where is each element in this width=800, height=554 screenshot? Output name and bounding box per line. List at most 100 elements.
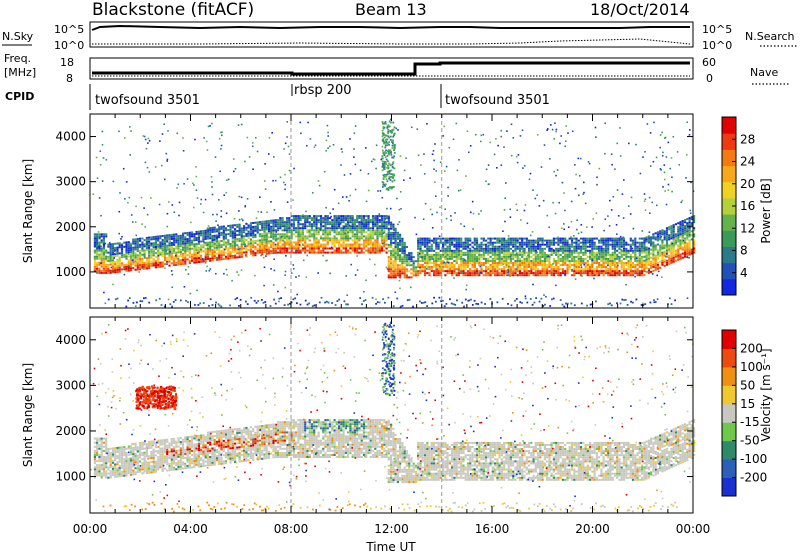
range-gate-cell — [421, 256, 423, 259]
range-gate-cell — [663, 232, 666, 235]
range-gate-cell — [184, 250, 187, 253]
range-gate-cell — [249, 248, 252, 251]
range-gate-cell — [289, 302, 291, 305]
range-gate-cell — [288, 221, 291, 224]
range-gate-cell — [620, 241, 623, 244]
range-gate-cell — [387, 219, 390, 222]
range-gate-cell — [423, 255, 427, 258]
range-gate-cell — [263, 251, 266, 253]
range-gate-cell — [563, 305, 566, 308]
range-gate-cell — [460, 264, 463, 266]
range-gate-cell — [213, 246, 216, 249]
range-gate-cell — [252, 168, 254, 170]
range-gate-cell — [356, 217, 359, 220]
range-gate-cell — [170, 250, 173, 253]
range-gate-cell — [451, 266, 454, 268]
range-gate-cell — [179, 245, 182, 247]
range-gate-cell — [661, 251, 664, 254]
range-gate-cell — [654, 256, 657, 259]
range-gate-cell — [634, 270, 637, 273]
range-gate-cell — [139, 266, 142, 269]
range-gate-cell — [419, 268, 422, 271]
range-gate-cell — [616, 253, 619, 256]
range-gate-cell — [114, 242, 117, 245]
range-gate-cell — [367, 249, 370, 252]
range-gate-cell — [290, 251, 293, 254]
range-gate-cell — [442, 243, 445, 246]
range-gate-cell — [315, 225, 318, 228]
range-gate-cell — [263, 242, 266, 245]
range-gate-cell — [297, 245, 300, 248]
range-gate-cell — [387, 221, 390, 224]
range-gate-cell — [295, 229, 298, 232]
range-gate-cell — [125, 243, 128, 246]
range-gate-cell — [555, 262, 558, 264]
range-gate-cell — [611, 255, 614, 258]
range-gate-cell — [591, 251, 594, 254]
range-gate-cell — [598, 270, 601, 273]
range-gate-cell — [367, 189, 370, 192]
range-gate-cell — [566, 302, 569, 305]
range-gate-cell — [559, 253, 562, 256]
range-gate-cell — [96, 261, 99, 264]
range-gate-cell — [202, 240, 205, 243]
range-gate-cell — [455, 249, 458, 252]
range-gate-cell — [620, 251, 623, 254]
range-gate-cell — [586, 270, 589, 273]
range-gate-cell — [116, 260, 119, 263]
range-gate-cell — [577, 272, 580, 275]
range-gate-cell — [686, 222, 689, 225]
range-gate-cell — [570, 243, 574, 246]
range-gate-cell — [681, 220, 684, 222]
range-gate-cell — [213, 226, 216, 229]
range-gate-cell — [607, 264, 609, 267]
range-gate-cell — [265, 242, 268, 245]
range-gate-cell — [653, 301, 655, 303]
range-gate-cell — [158, 203, 161, 206]
range-gate-cell — [387, 260, 390, 263]
range-gate-cell — [272, 247, 275, 250]
range-gate-cell — [213, 249, 216, 251]
range-gate-cell — [419, 237, 422, 240]
range-gate-cell — [546, 129, 548, 131]
range-gate-cell — [281, 247, 284, 250]
range-gate-cell — [166, 246, 169, 249]
range-gate-cell — [496, 245, 499, 248]
range-gate-cell — [515, 298, 518, 300]
range-gate-cell — [573, 265, 576, 267]
range-gate-cell — [460, 237, 463, 240]
range-gate-cell — [254, 235, 257, 238]
range-gate-cell — [136, 256, 139, 259]
range-gate-cell — [574, 187, 577, 190]
range-gate-cell — [306, 219, 309, 222]
range-gate-cell — [328, 247, 332, 250]
range-gate-cell — [435, 257, 438, 260]
range-gate-cell — [557, 255, 560, 258]
range-gate-cell — [157, 247, 160, 250]
range-gate-cell — [204, 231, 207, 234]
range-gate-cell — [686, 297, 689, 299]
range-gate-cell — [177, 258, 180, 260]
range-gate-cell — [525, 243, 528, 246]
range-gate-cell — [295, 249, 298, 252]
range-gate-cell — [679, 241, 682, 244]
range-gate-cell — [287, 303, 289, 306]
range-gate-cell — [469, 249, 472, 252]
range-gate-cell — [477, 303, 479, 305]
range-gate-cell — [417, 237, 420, 240]
range-gate-cell — [356, 239, 359, 242]
range-gate-cell — [371, 243, 375, 246]
range-gate-cell — [184, 252, 187, 255]
range-gate-cell — [423, 253, 427, 256]
range-gate-cell — [256, 150, 259, 153]
range-gate-cell — [184, 248, 187, 251]
range-gate-cell — [475, 268, 479, 271]
range-gate-cell — [530, 243, 533, 246]
range-gate-cell — [125, 263, 128, 266]
range-gate-cell — [403, 272, 406, 275]
range-gate-cell — [383, 219, 386, 222]
range-gate-cell — [518, 249, 522, 252]
range-gate-cell — [215, 252, 219, 255]
range-gate-cell — [98, 263, 101, 266]
